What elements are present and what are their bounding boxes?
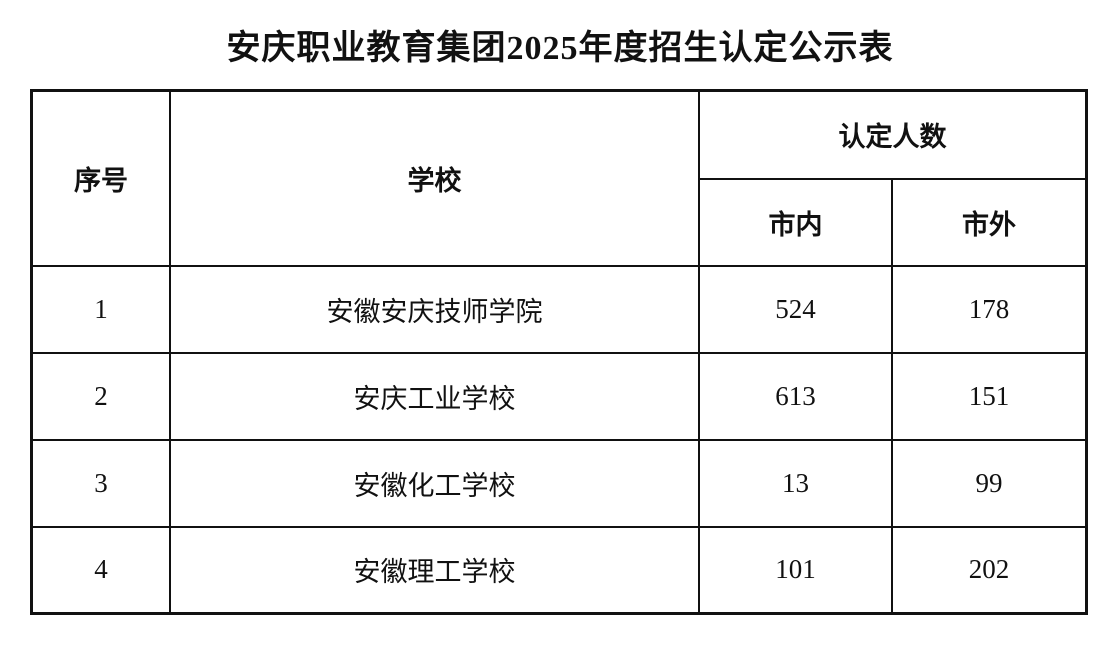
cell-index: 1 (30, 264, 171, 354)
cell-school: 安徽理工学校 (169, 525, 700, 615)
header-count-group: 认定人数 (698, 89, 1088, 180)
cell-out-city: 151 (891, 351, 1088, 441)
table-row: 3 安徽化工学校 13 99 (30, 438, 1088, 528)
cell-out-city: 178 (891, 264, 1088, 354)
table-row: 1 安徽安庆技师学院 524 178 (30, 264, 1088, 354)
cell-school: 安徽安庆技师学院 (169, 264, 700, 354)
cell-index: 2 (30, 351, 171, 441)
table-row: 4 安徽理工学校 101 202 (30, 525, 1088, 615)
cell-in-city: 101 (698, 525, 893, 615)
page-title: 安庆职业教育集团2025年度招生认定公示表 (226, 30, 894, 67)
cell-in-city: 524 (698, 264, 893, 354)
cell-out-city: 202 (891, 525, 1088, 615)
cell-school: 安徽化工学校 (169, 438, 700, 528)
header-in-city: 市内 (698, 177, 893, 267)
header-index: 序号 (30, 89, 171, 267)
header-school: 学校 (169, 89, 700, 267)
table-row: 2 安庆工业学校 613 151 (30, 351, 1088, 441)
admission-table: 序号 学校 认定人数 市内 市外 1 安徽安庆技师学院 524 178 2 安庆… (30, 89, 1088, 615)
cell-school: 安庆工业学校 (169, 351, 700, 441)
cell-in-city: 13 (698, 438, 893, 528)
cell-index: 3 (30, 438, 171, 528)
header-out-city: 市外 (891, 177, 1088, 267)
cell-in-city: 613 (698, 351, 893, 441)
cell-out-city: 99 (891, 438, 1088, 528)
cell-index: 4 (30, 525, 171, 615)
